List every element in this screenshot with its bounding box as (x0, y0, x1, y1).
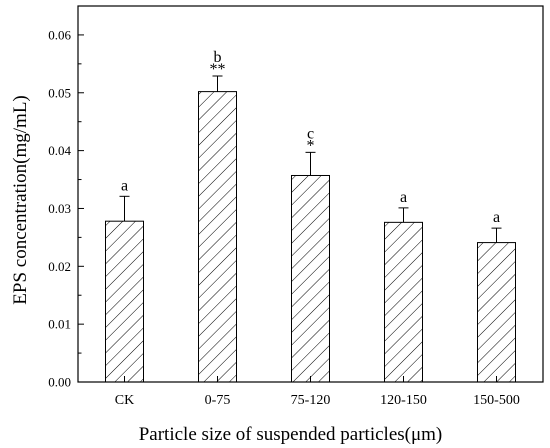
y-tick-label: 0.00 (48, 375, 71, 390)
bar (384, 221, 423, 383)
bar (105, 220, 144, 383)
x-tick-label: 120-150 (380, 393, 427, 408)
significance-letter: a (400, 189, 407, 206)
x-tick-label: 0-75 (205, 393, 231, 408)
y-tick-label: 0.06 (48, 27, 71, 42)
bar (198, 91, 237, 383)
plot-area: 0.00 0.01 0.02 0.03 0.04 0.05 0.06 CK a 0-75 **b 75… (48, 5, 544, 408)
significance-stars: * (307, 137, 315, 154)
bar (291, 174, 330, 383)
x-tick-label: 150-500 (473, 393, 520, 408)
x-axis-title: Particle size of suspended particles(μm) (139, 424, 443, 445)
bar (477, 242, 516, 383)
significance-stars: ** (210, 61, 226, 78)
x-tick-label: CK (115, 393, 134, 408)
significance-letter: a (493, 209, 500, 226)
y-tick-label: 0.02 (48, 259, 71, 274)
x-tick-label: 75-120 (291, 393, 331, 408)
y-tick-label: 0.01 (48, 317, 71, 332)
y-tick-label: 0.03 (48, 201, 71, 216)
significance-letter: a (121, 177, 128, 194)
y-tick-label: 0.05 (48, 85, 71, 100)
y-axis-title: EPS concentration(mg/mL) (10, 95, 31, 304)
significance-letter: c (307, 125, 314, 142)
y-tick-label: 0.04 (48, 143, 71, 158)
significance-letter: b (214, 49, 222, 66)
